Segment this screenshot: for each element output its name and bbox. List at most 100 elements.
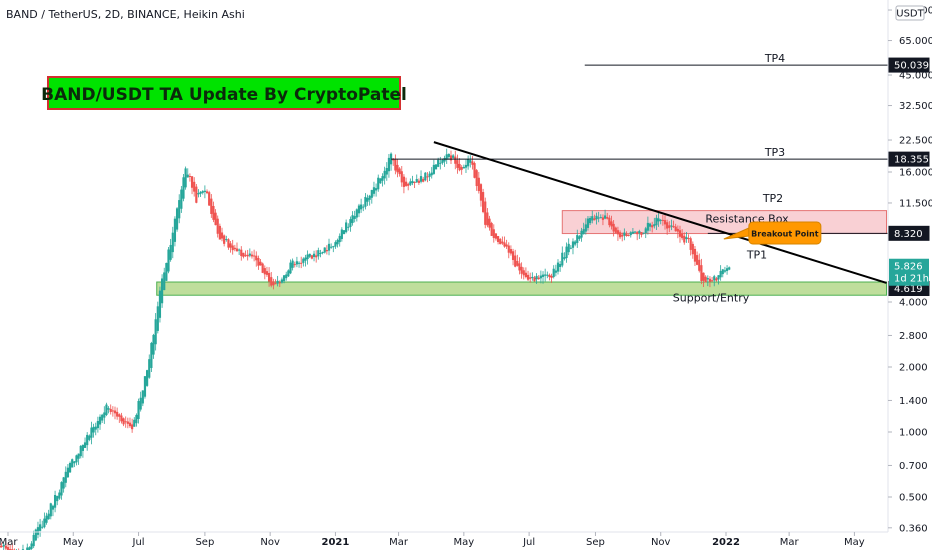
price-tick-label: 65.000 xyxy=(899,36,932,47)
candle-body xyxy=(702,272,705,281)
candle-body xyxy=(137,400,140,419)
candle-body xyxy=(396,164,399,173)
candle-body xyxy=(548,274,551,277)
candle-body xyxy=(220,232,224,239)
candle-body xyxy=(704,276,707,283)
candle-body xyxy=(218,225,221,240)
candle-body xyxy=(349,219,352,227)
time-tick-label: 2022 xyxy=(712,537,740,548)
candle-body xyxy=(327,243,331,251)
candle-body xyxy=(66,467,70,478)
candle-body xyxy=(133,419,136,427)
candle-body xyxy=(68,462,72,473)
candle-body xyxy=(589,217,592,224)
candles xyxy=(0,148,731,550)
candle-body xyxy=(563,257,566,259)
candle-body xyxy=(509,249,513,254)
candle-body xyxy=(302,258,305,263)
candle-body xyxy=(687,238,690,240)
candle-body xyxy=(291,260,294,268)
candle-body xyxy=(274,283,277,285)
candle-body xyxy=(595,215,598,220)
candle-body xyxy=(148,359,151,378)
candle-body xyxy=(586,218,590,228)
candle-body xyxy=(216,218,219,234)
candle-body xyxy=(537,277,540,280)
candle-body xyxy=(86,434,89,446)
candle-body xyxy=(60,482,63,496)
candle-body xyxy=(614,227,617,233)
candle-body xyxy=(544,274,547,276)
price-tag-bg xyxy=(888,225,930,241)
candle-body xyxy=(246,254,249,257)
time-tick-label: Mar xyxy=(389,537,409,548)
candle-body xyxy=(725,268,729,271)
candle-body xyxy=(83,442,87,448)
candle-body xyxy=(404,181,408,186)
candle-body xyxy=(591,216,594,221)
candle-body xyxy=(708,278,712,282)
candle-body xyxy=(178,200,181,219)
candle-body xyxy=(462,166,465,169)
candle-body xyxy=(597,217,600,219)
candle-body xyxy=(550,275,553,278)
candle-body xyxy=(651,225,654,228)
candle-body xyxy=(417,180,420,183)
candle-body xyxy=(105,404,108,415)
candle-body xyxy=(62,477,65,489)
candle-body xyxy=(668,225,671,228)
candle-body xyxy=(81,444,85,451)
candle-body xyxy=(621,234,624,237)
time-tick-label: Sep xyxy=(586,537,605,548)
candle-body xyxy=(111,410,114,412)
candle-body xyxy=(666,222,669,229)
candle-body xyxy=(96,421,99,429)
candle-body xyxy=(710,280,714,282)
candle-body xyxy=(700,265,703,282)
candle-body xyxy=(364,196,367,207)
candle-body xyxy=(120,415,123,422)
currency-label[interactable]: USDT xyxy=(895,5,925,21)
candle-body xyxy=(689,238,692,250)
candle-body xyxy=(640,232,643,235)
candle-body xyxy=(522,270,525,276)
candle-body xyxy=(345,222,348,233)
candle-body xyxy=(278,282,281,284)
candle-body xyxy=(267,272,271,282)
candle-body xyxy=(441,159,444,164)
headline-box: BAND/USDT TA Update By CryptoPatel xyxy=(41,76,407,110)
candle-body xyxy=(681,233,684,239)
candle-body xyxy=(381,176,384,181)
candle-body xyxy=(511,251,515,260)
candle-body xyxy=(92,426,95,433)
candle-body xyxy=(223,235,226,244)
candle-body xyxy=(452,155,455,158)
candle-body xyxy=(456,160,459,168)
candle-body xyxy=(43,518,46,528)
candle-body xyxy=(287,270,290,277)
candle-body xyxy=(32,534,35,547)
candle-body xyxy=(272,281,275,286)
candle-body xyxy=(631,231,635,234)
candle-body xyxy=(270,277,273,286)
countdown-text: 1d 21h xyxy=(894,274,929,285)
candle-body xyxy=(250,254,254,257)
candle-body xyxy=(477,177,480,192)
candle-body xyxy=(505,244,508,247)
candle-body xyxy=(471,161,474,165)
price-tag-bg xyxy=(888,57,930,73)
candle-body xyxy=(310,255,313,259)
candle-body xyxy=(415,178,418,183)
candle-body xyxy=(233,247,236,250)
candle-body xyxy=(156,306,159,331)
time-axis[interactable]: Mar May Jul Sep Nov 2021 Mar May Jul Sep Nov 2022 Ma… xyxy=(0,532,865,548)
candle-body xyxy=(580,230,583,238)
candle-body xyxy=(265,271,269,275)
candle-body xyxy=(351,215,354,223)
candle-body xyxy=(676,228,679,232)
candle-body xyxy=(636,232,639,235)
candle-body xyxy=(293,264,296,266)
candle-body xyxy=(306,254,309,260)
candle-body xyxy=(214,212,217,226)
